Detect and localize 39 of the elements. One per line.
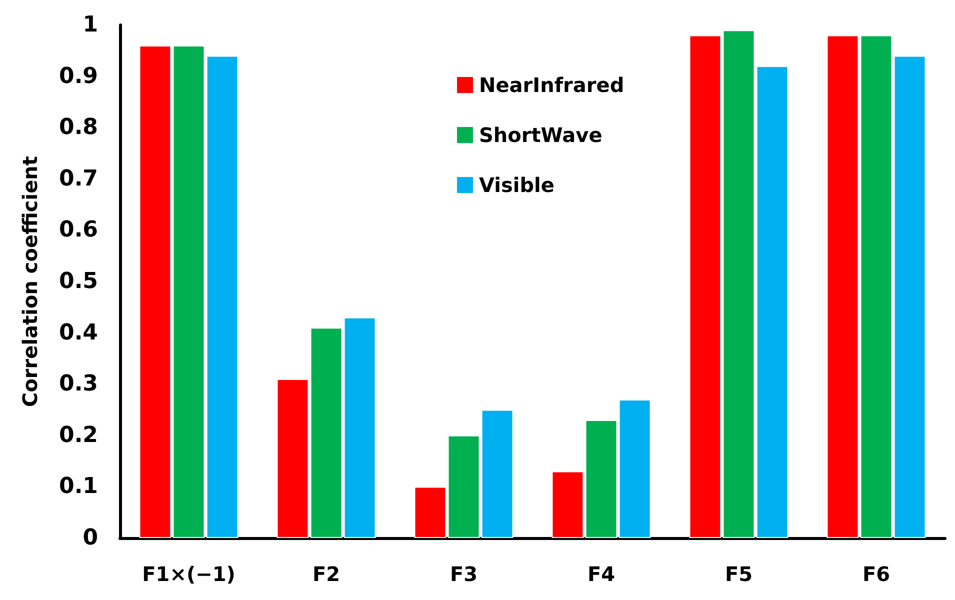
bar — [276, 378, 309, 538]
x-tick-label: F6 — [862, 562, 890, 586]
bar — [414, 486, 446, 538]
bar — [860, 35, 892, 538]
x-tick-label: F4 — [587, 562, 616, 586]
bar — [206, 56, 238, 538]
bar — [689, 35, 722, 538]
y-tick-label: 1 — [82, 12, 98, 38]
y-tick-label: 0.9 — [59, 64, 98, 89]
y-tick-label: 0.2 — [59, 422, 98, 448]
bar — [722, 30, 755, 538]
y-tick-label: 0 — [82, 526, 98, 550]
x-tick-label: F1×(−1) — [142, 562, 236, 586]
bar — [448, 435, 480, 538]
bar — [139, 46, 172, 538]
bar — [481, 410, 514, 538]
y-tick-label: 0.8 — [59, 115, 98, 140]
legend-label: ShortWave — [479, 123, 602, 147]
bar — [585, 420, 618, 538]
bar — [826, 35, 859, 538]
legend-label: NearInfrared — [479, 73, 624, 97]
bar — [894, 56, 926, 538]
y-tick-label: 0.4 — [59, 320, 98, 346]
y-tick-label: 0.1 — [59, 474, 98, 500]
bar — [618, 399, 651, 538]
y-axis-title: Correlation coefficient — [18, 156, 42, 407]
y-tick-label: 0.3 — [59, 372, 98, 397]
y-tick-label: 0.6 — [59, 218, 98, 243]
y-tick-label: 0.5 — [59, 269, 98, 294]
bar — [344, 317, 376, 538]
bar — [756, 66, 788, 538]
x-tick-label: F2 — [312, 562, 340, 586]
x-tick-label: F3 — [450, 562, 478, 586]
bar — [310, 328, 342, 538]
y-tick-label: 0.7 — [59, 166, 98, 192]
bar — [172, 46, 205, 538]
bar — [552, 471, 584, 538]
legend-label: Visible — [479, 173, 554, 197]
x-tick-label: F5 — [724, 562, 753, 586]
